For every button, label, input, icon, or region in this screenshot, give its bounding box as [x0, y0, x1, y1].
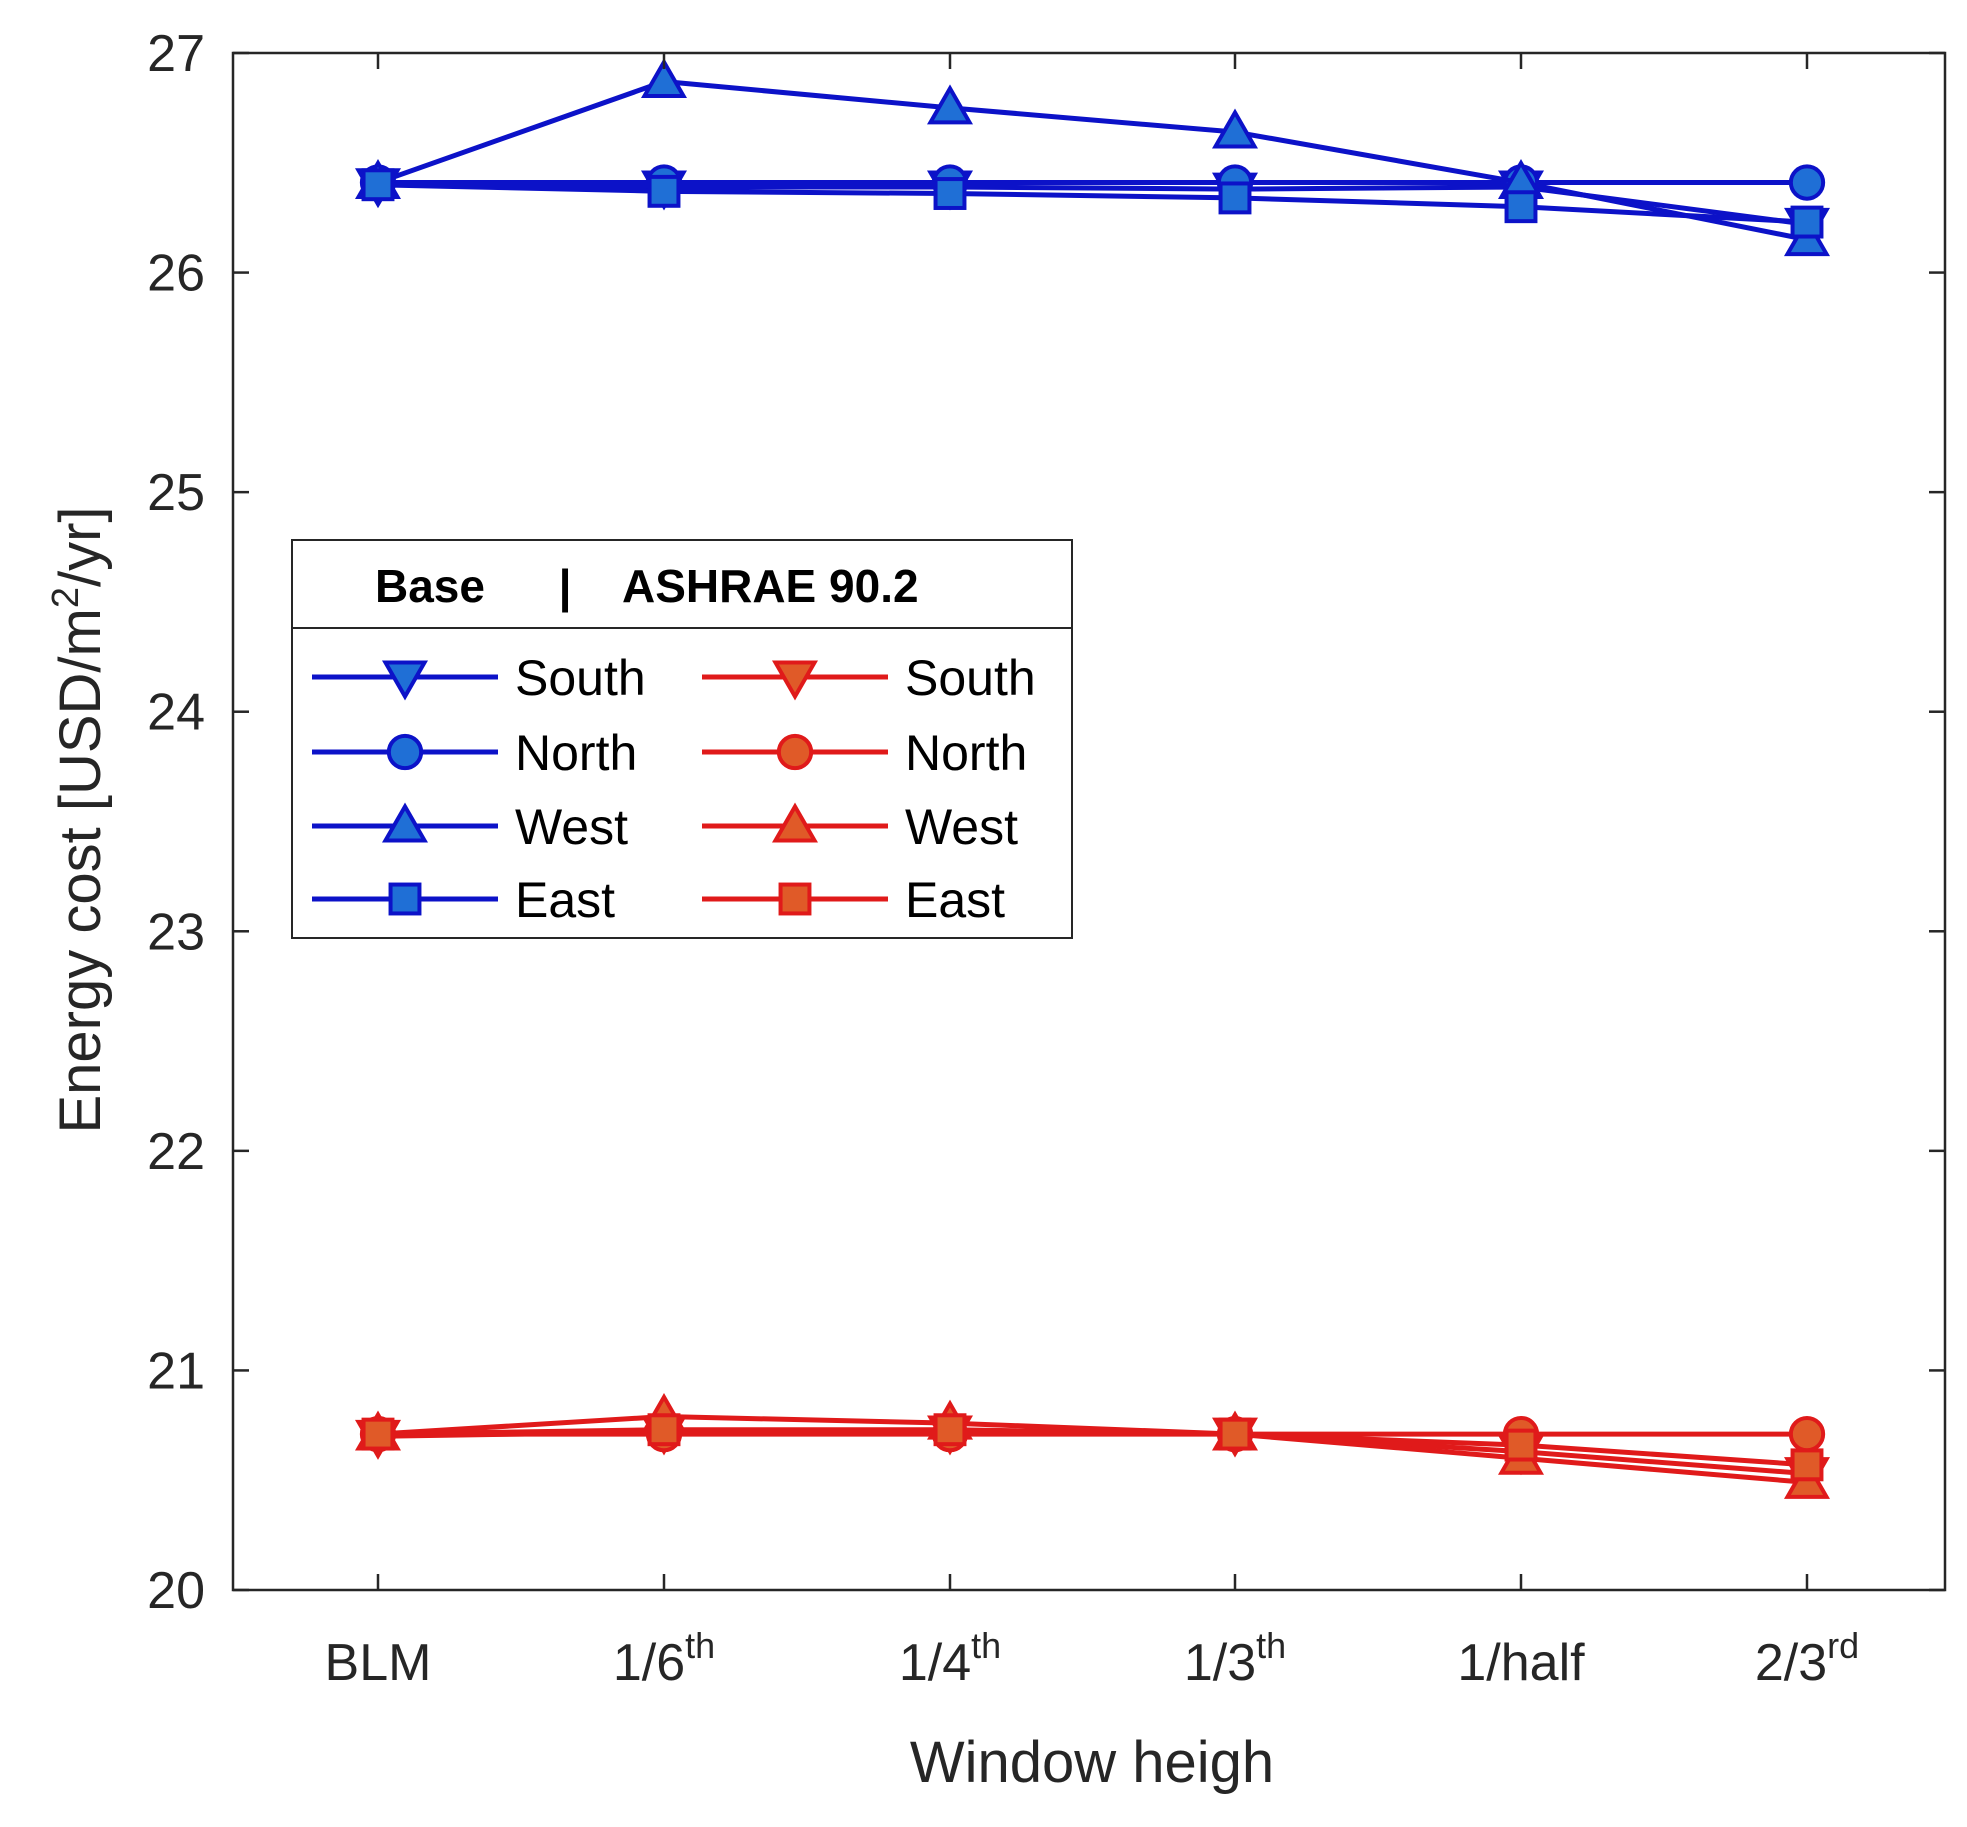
x-tick-label-base: 1/3 [1184, 1634, 1256, 1692]
y-tick-label: 21 [147, 1342, 205, 1400]
legend-items: South North West East South North West East [312, 650, 1036, 928]
data-point-square [361, 1417, 395, 1451]
y-axis-label-sup: 2 [45, 587, 87, 608]
legend-label: East [905, 872, 1005, 928]
y-tick-label: 25 [147, 464, 205, 522]
y-tick-label: 22 [147, 1123, 205, 1181]
y-tick-label: 24 [147, 684, 205, 742]
plot-frame [231, 51, 1947, 1592]
legend-label: South [515, 650, 646, 706]
data-point-square [1504, 1428, 1538, 1462]
data-point-triangle-up [640, 57, 688, 98]
x-tick-label: 2/3rd [1755, 1625, 1859, 1692]
legend-marker-circle [776, 733, 814, 771]
x-tick-label: 1/4th [899, 1625, 1001, 1692]
legend-entry-ashrae-west: West [702, 799, 1018, 855]
x-tick-label: 1/6th [613, 1625, 715, 1692]
y-tick-label: 26 [147, 245, 205, 303]
legend-entry-base-south: South [312, 650, 646, 706]
x-tick-label-sup: th [1256, 1625, 1286, 1666]
y-axis-label-tail: /yr] [48, 506, 113, 587]
data-point-triangle-up [926, 84, 974, 125]
x-tick-label-sup: th [971, 1625, 1001, 1666]
x-tick-label-base: 1/4 [899, 1634, 971, 1692]
legend-entry-ashrae-south: South [702, 650, 1036, 706]
legend-entry-ashrae-north: North [702, 725, 1027, 781]
legend-marker-circle [386, 733, 424, 771]
y-axis-label-main: Energy cost [USD/m [48, 608, 113, 1133]
series-line [377, 1414, 1808, 1485]
x-tick-label: 1/3th [1184, 1625, 1286, 1692]
legend-title-separator: | [559, 560, 572, 612]
data-point-square [361, 168, 395, 202]
legend-title-base: Base [375, 560, 485, 612]
x-tick-label-base: BLM [325, 1634, 432, 1692]
legend-marker-square [778, 882, 812, 916]
series-line [377, 1427, 1808, 1468]
data-point-square [647, 174, 681, 208]
series-line [377, 182, 1808, 225]
legend-marker-triangle-up [771, 802, 819, 843]
data-point-triangle-up [1211, 108, 1259, 149]
legend-label: North [905, 725, 1027, 781]
series-line [377, 79, 1808, 243]
legend: Base | ASHRAE 90.2 SouthNorthWestEastSou… [291, 539, 1073, 939]
data-point-square [1218, 181, 1252, 215]
x-tick-label-base: 2/3 [1755, 1634, 1827, 1692]
data-point-square [933, 177, 967, 210]
legend-entry-base-east: East [312, 872, 615, 928]
legend-title-ashrae: ASHRAE 90.2 [622, 560, 919, 612]
data-point-square [1218, 1417, 1252, 1451]
series-layer [354, 57, 1831, 1499]
x-tick-label: BLM [325, 1634, 432, 1692]
series-ashrae-90-2-east [361, 1413, 1824, 1482]
legend-marker-triangle-up [381, 802, 429, 843]
data-point-square [933, 1413, 967, 1447]
y-tick-label: 20 [147, 1562, 205, 1620]
data-point-circle [1788, 1415, 1826, 1453]
data-point-square [1504, 190, 1538, 224]
legend-entry-base-west: West [312, 799, 628, 855]
legend-label: West [515, 799, 628, 855]
x-tick-label-base: 1/6 [613, 1634, 685, 1692]
legend-label: East [515, 872, 615, 928]
legend-label: South [905, 650, 1036, 706]
x-tick-label: 1/half [1457, 1634, 1585, 1692]
legend-box [291, 539, 1073, 939]
y-tick-label: 23 [147, 903, 205, 961]
data-point-circle [1788, 164, 1826, 201]
x-axis: BLM 1/6th 1/4th 1/3th 1/half 2/3rd [325, 53, 1859, 1692]
data-point-square [647, 1413, 681, 1447]
y-tick-label: 27 [147, 25, 205, 83]
y-axis-label: Energy cost [USD/m2/yr] [45, 506, 113, 1133]
legend-marker-triangle-down [771, 660, 819, 701]
legend-label: North [515, 725, 637, 781]
y-axis: 20 21 22 23 24 25 26 27 [147, 25, 1945, 1620]
x-tick-label-base: 1/half [1457, 1634, 1585, 1692]
legend-entry-ashrae-east: East [702, 872, 1005, 928]
legend-entry-base-north: North [312, 725, 637, 781]
series-base-east [361, 168, 1824, 239]
legend-marker-square [388, 882, 422, 916]
x-tick-label-sup: rd [1827, 1625, 1859, 1666]
data-point-square [1790, 205, 1824, 239]
legend-marker-triangle-down [381, 660, 429, 701]
x-axis-label: Window heigh [910, 1730, 1274, 1795]
data-point-square [1790, 1448, 1824, 1482]
legend-label: West [905, 799, 1018, 855]
x-tick-label-sup: th [685, 1625, 715, 1666]
